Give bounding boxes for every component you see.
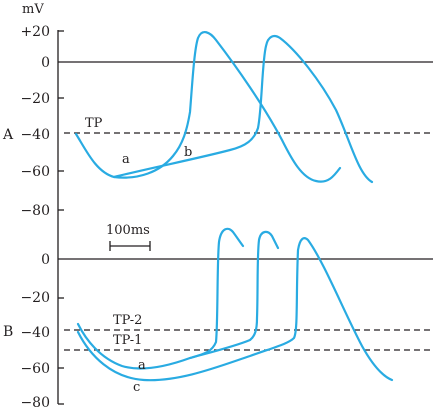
- panel-a-threshold-label: TP: [85, 116, 103, 131]
- panel-a-curve-label-a: a: [122, 152, 130, 167]
- panel-a-ticks: +20 0 −20 −40 −60 −80: [20, 24, 64, 219]
- panel-b-trace-2: [188, 230, 280, 360]
- panel-b-threshold-2-label: TP-2: [113, 313, 142, 328]
- tick-label: −60: [20, 361, 50, 377]
- panel-a-curve-label-b: b: [184, 145, 192, 160]
- panel-a-trace-2: [112, 35, 374, 184]
- panel-b-trace-c: [76, 237, 394, 382]
- tick-label: −20: [20, 91, 50, 107]
- tick-label: 0: [41, 252, 50, 268]
- tick-label: −20: [20, 290, 50, 306]
- tick-label: −60: [20, 164, 50, 180]
- panel-b-curve-label-c: c: [133, 380, 140, 395]
- tick-label: −80: [20, 395, 50, 410]
- tick-label: 0: [41, 55, 50, 71]
- panel-b-trace-a: [76, 227, 245, 370]
- scale-bar: 100ms: [106, 223, 151, 251]
- scale-bar-label: 100ms: [106, 223, 150, 238]
- tick-label: −40: [20, 127, 50, 143]
- tick-label: −80: [20, 203, 50, 219]
- panel-b-threshold-1-label: TP-1: [113, 333, 142, 348]
- panel-a-label: A: [2, 127, 14, 143]
- tick-label: +20: [20, 24, 50, 40]
- panel-b-label: B: [3, 324, 13, 340]
- unit-label: mV: [22, 2, 44, 17]
- tick-label: −40: [20, 325, 50, 341]
- panel-b-ticks: 0 −20 −40 −60 −80: [20, 252, 64, 411]
- panel-a-trace-1: [74, 31, 342, 183]
- panel-b-curve-label-a: a: [138, 358, 146, 373]
